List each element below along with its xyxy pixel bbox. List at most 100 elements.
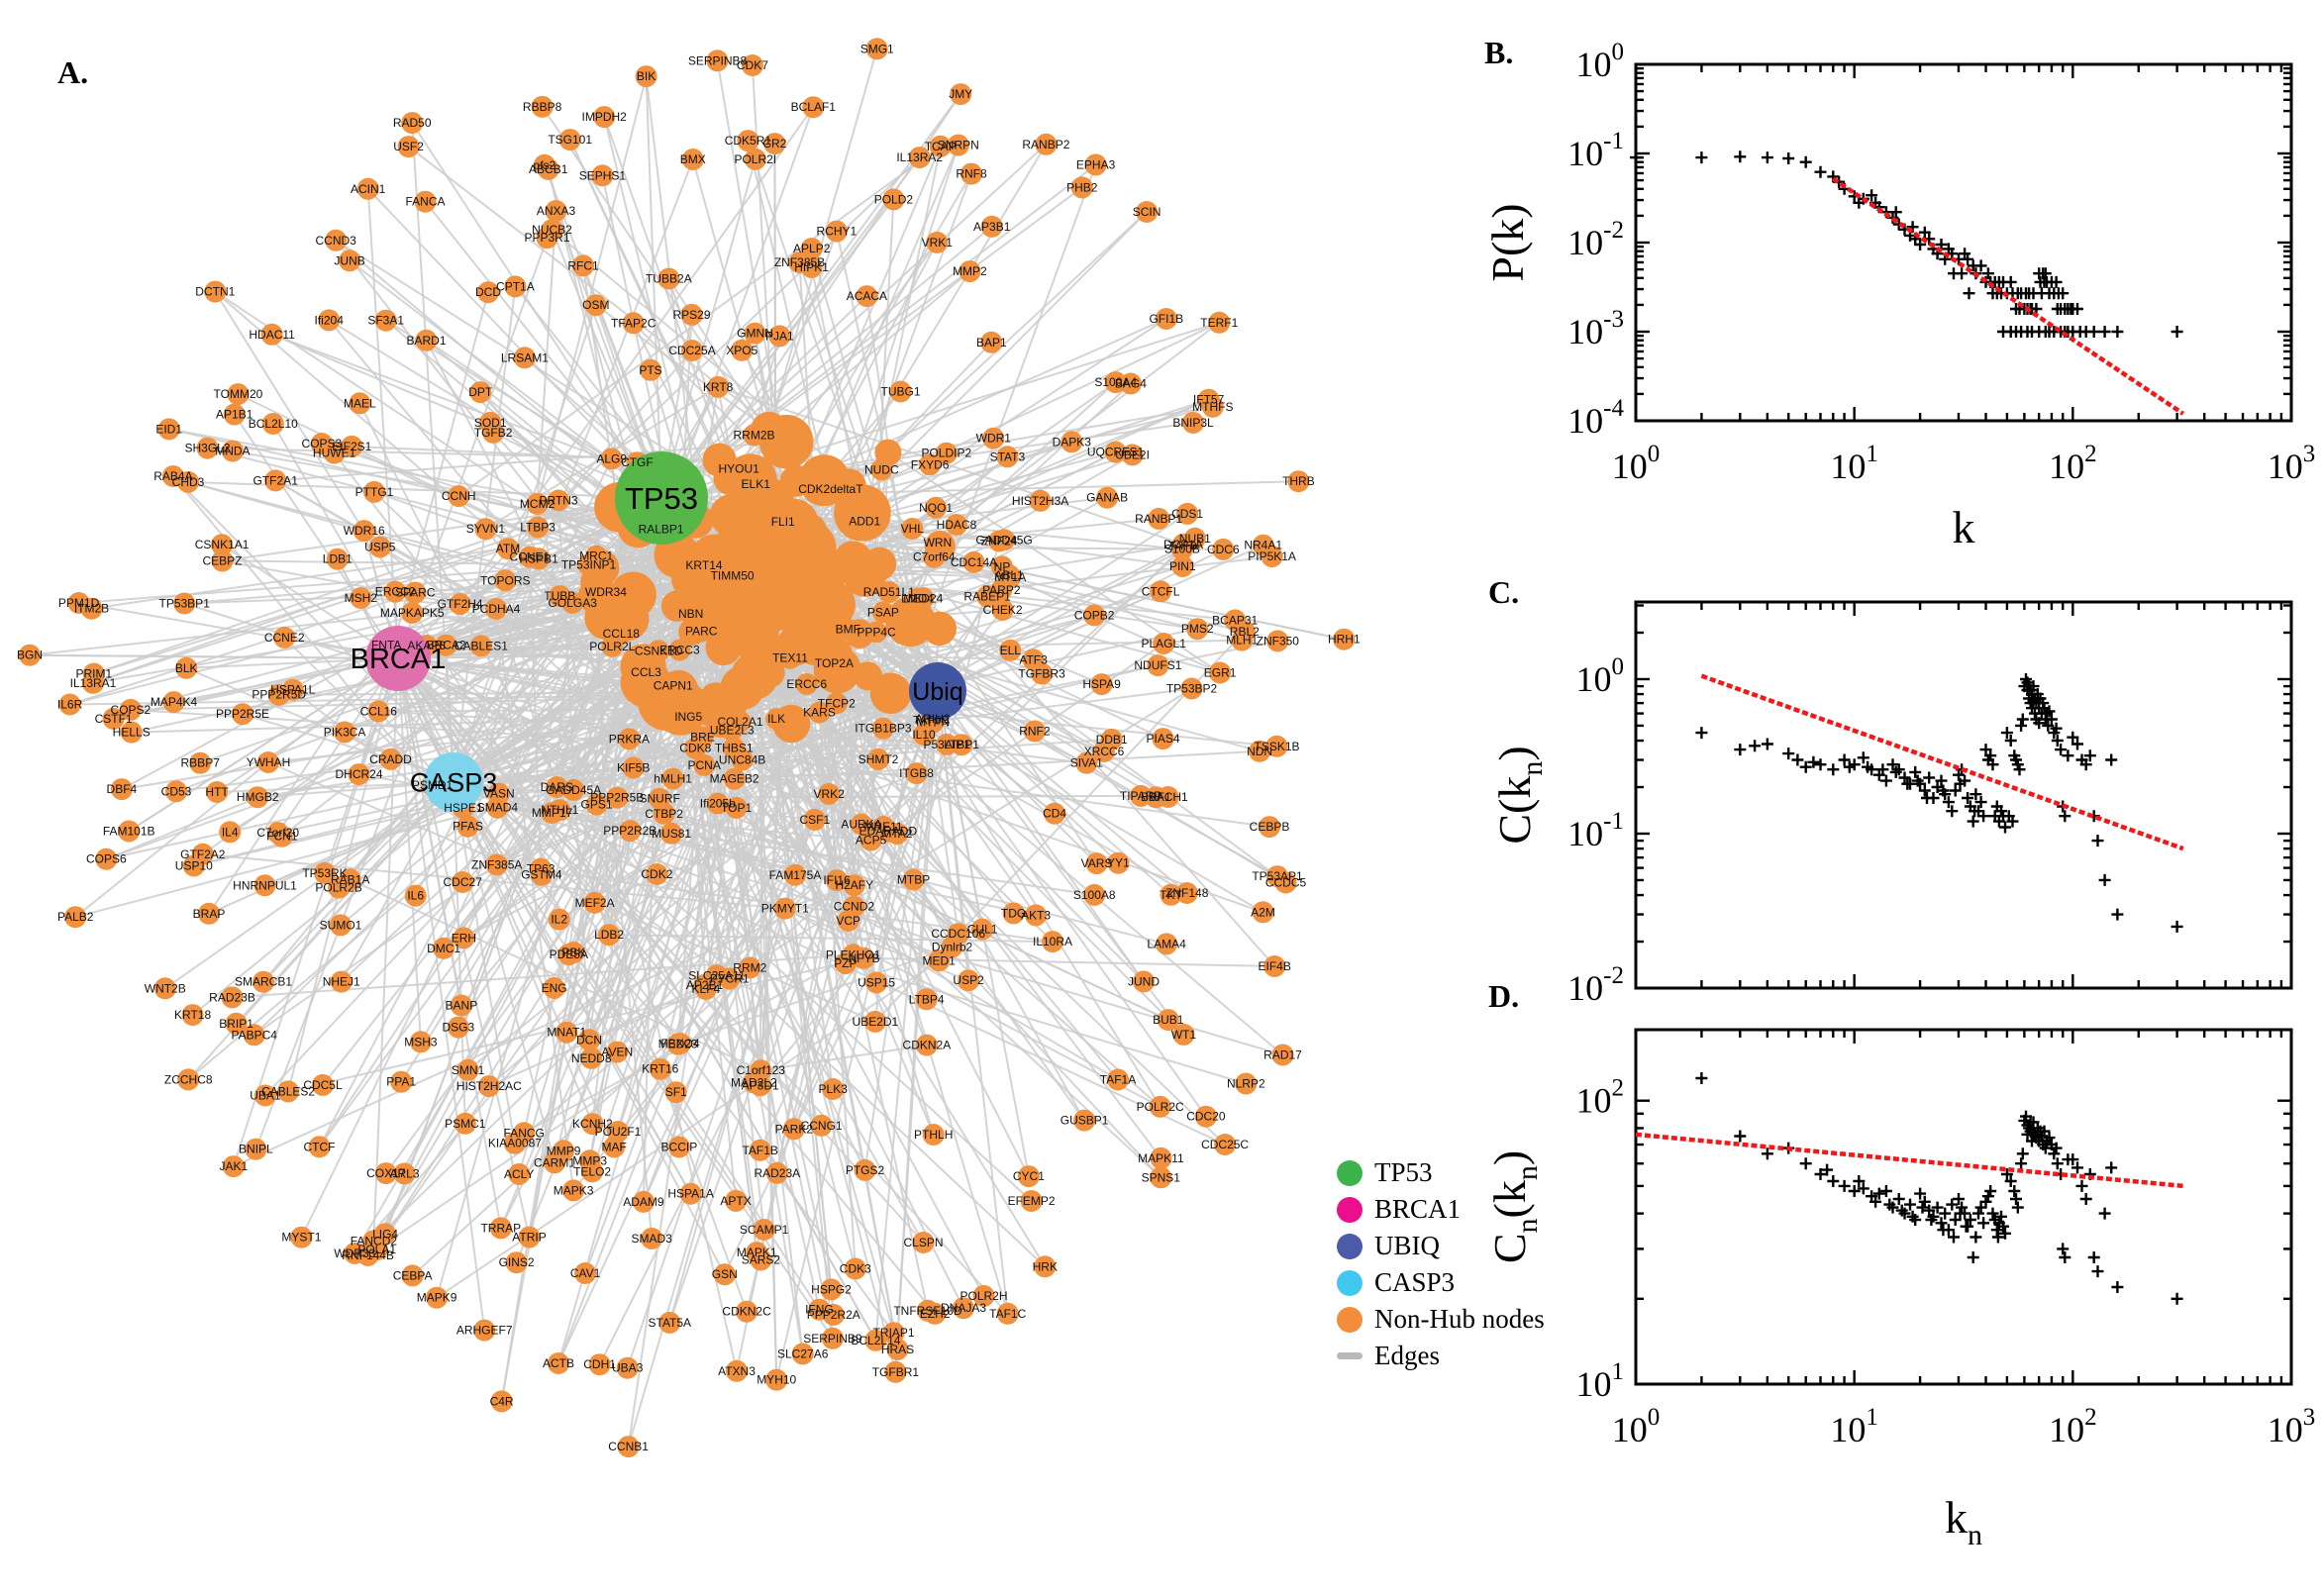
network-edge bbox=[617, 794, 1142, 799]
scatter-point bbox=[2079, 1193, 2092, 1205]
network-edge bbox=[767, 49, 878, 431]
network-legend: TP53 BRCA1 UBIQ CASP3 Non-Hub nodes Edge… bbox=[1337, 1154, 1545, 1374]
edge-dash-icon bbox=[1337, 1352, 1363, 1359]
scatter-point bbox=[2098, 873, 2111, 886]
network-edge bbox=[677, 689, 821, 1310]
network-edge bbox=[276, 657, 399, 834]
scatter-point bbox=[2091, 1265, 2104, 1278]
panel-b-label: B. bbox=[1484, 35, 1514, 70]
panel-d-label: D. bbox=[1488, 978, 1520, 1014]
network-edge bbox=[366, 188, 399, 659]
plot-frame bbox=[1634, 62, 2293, 423]
plot-ticks bbox=[1634, 62, 2293, 423]
tick-label: 101 bbox=[1830, 441, 1878, 486]
tick-label: 101 bbox=[1830, 1404, 1878, 1449]
network-edge bbox=[458, 106, 815, 605]
network-edge bbox=[665, 701, 1263, 914]
network-edge bbox=[78, 602, 399, 659]
scatter-point bbox=[1927, 792, 1940, 804]
network-edge bbox=[69, 690, 939, 706]
network-edge bbox=[453, 781, 594, 1125]
scatter-point bbox=[2111, 326, 2124, 338]
network-edge bbox=[397, 657, 422, 1043]
network-edge bbox=[845, 962, 1247, 1085]
network-edge bbox=[742, 683, 847, 964]
scatter-point bbox=[1761, 1147, 1773, 1160]
network-edge bbox=[340, 781, 454, 983]
network-edge bbox=[800, 560, 1120, 864]
scatter-point bbox=[2098, 326, 2111, 338]
network-edge bbox=[254, 645, 448, 1150]
network-edge bbox=[74, 657, 399, 918]
scatter-point bbox=[1909, 765, 1922, 778]
network-edge bbox=[758, 651, 1119, 1081]
scatter-points-d bbox=[1695, 1072, 2183, 1305]
scatter-point bbox=[1799, 155, 1812, 168]
scatter-point bbox=[1761, 151, 1773, 164]
scatter-point bbox=[1695, 151, 1708, 164]
legend-item-brca1: BRCA1 bbox=[1337, 1191, 1545, 1228]
network-edge bbox=[131, 716, 689, 734]
x-axis-title-d: kn bbox=[1945, 1492, 1982, 1551]
legend-label: CASP3 bbox=[1374, 1267, 1456, 1297]
scatter-point bbox=[2171, 920, 2183, 933]
scatter-point bbox=[1761, 738, 1773, 750]
network-edge bbox=[271, 333, 800, 533]
network-edge bbox=[357, 291, 489, 775]
plot-ticks bbox=[1634, 602, 2293, 990]
network-edge bbox=[207, 447, 729, 585]
fit-line-d bbox=[1635, 1132, 2184, 1189]
network-edge bbox=[645, 76, 662, 499]
network-edge bbox=[367, 1043, 681, 1256]
scatter-point bbox=[2105, 753, 2118, 766]
ppi-network-graph: PRIM1NHEJ1CSTF1KLF4TFAP2CHIST2H3AGTF2A1H… bbox=[17, 38, 1361, 1458]
panel-a-label: A. bbox=[57, 54, 89, 90]
network-edge bbox=[92, 497, 662, 684]
network-edge bbox=[937, 690, 1172, 896]
x-axis-title-b: k bbox=[1953, 502, 1975, 552]
scatter-point bbox=[1734, 1130, 1747, 1143]
tick-label: 103 bbox=[2268, 441, 2316, 486]
scatter-point bbox=[2111, 1281, 2124, 1293]
network-edge bbox=[208, 645, 388, 915]
scatter-point bbox=[1734, 744, 1747, 756]
tick-label: 100 bbox=[1612, 441, 1661, 486]
fit-line-b bbox=[1832, 176, 2185, 416]
network-edge bbox=[453, 781, 516, 1144]
network-edge bbox=[271, 423, 499, 809]
network-edge bbox=[866, 675, 1037, 916]
casp3-dot-icon bbox=[1337, 1269, 1363, 1296]
scatter-point bbox=[2087, 326, 2100, 338]
network-edge bbox=[660, 186, 1083, 499]
scatter-point bbox=[1962, 1220, 1974, 1233]
network-edge bbox=[271, 333, 662, 499]
scatter-point bbox=[2059, 1251, 2071, 1263]
network-edge bbox=[671, 778, 866, 1171]
tick-label: 10-1 bbox=[1567, 128, 1624, 173]
nonhub-dot-icon bbox=[1337, 1306, 1363, 1333]
scatter-point bbox=[2087, 1251, 2100, 1263]
network-edge bbox=[755, 211, 1148, 576]
network-edge bbox=[69, 591, 416, 706]
scatter-point bbox=[2171, 1292, 2183, 1305]
network-edge bbox=[185, 666, 454, 783]
scatter-point bbox=[1791, 753, 1804, 766]
scatter-point bbox=[1999, 821, 2011, 834]
network-edge bbox=[366, 188, 662, 499]
scatter-point bbox=[1963, 287, 1975, 300]
network-edge bbox=[715, 640, 818, 976]
scatter-point bbox=[1879, 774, 1892, 787]
tick-label: 100 bbox=[1576, 39, 1625, 84]
legend-label: Edges bbox=[1374, 1341, 1440, 1370]
network-edge bbox=[595, 582, 611, 936]
scatter-points-c bbox=[1695, 673, 2183, 933]
legend-item-tp53: TP53 bbox=[1337, 1154, 1545, 1191]
network-edge bbox=[424, 201, 662, 499]
scatter-point bbox=[1904, 1198, 1916, 1211]
scatter-point bbox=[1970, 1231, 1982, 1244]
scatter-point bbox=[2091, 835, 2104, 848]
network-edge bbox=[389, 497, 662, 760]
network-edge bbox=[466, 690, 939, 1071]
